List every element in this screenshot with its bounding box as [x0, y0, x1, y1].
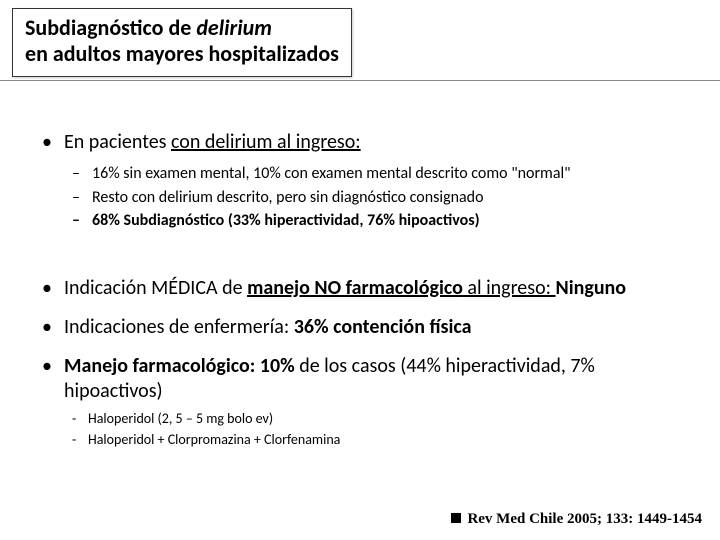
b4-sub-0: Haloperidol (2, 5 – 5 mg bolo ev)	[64, 410, 684, 429]
bullet-3: Indicaciones de enfermería: 36% contenci…	[36, 315, 684, 340]
bullet-1: En pacientes con delirium al ingreso: 16…	[36, 130, 684, 262]
title-underline	[0, 80, 720, 81]
b1-sublist: 16% sin examen mental, 10% con examen me…	[64, 163, 684, 232]
title-line-2: en adultos mayores hospitalizados	[25, 41, 339, 67]
bullet-4: Manejo farmacológico: 10% de los casos (…	[36, 354, 684, 450]
main-list: En pacientes con delirium al ingreso: 16…	[36, 130, 684, 450]
b3-text-b: 36% contención física	[294, 315, 472, 339]
title-part-b: delirium	[196, 14, 272, 41]
b2-text-a: Indicación MÉDICA de	[64, 276, 247, 300]
citation: Rev Med Chile 2005; 133: 1449-1454	[451, 511, 702, 528]
b2-text-b: manejo NO farmacológico	[247, 276, 463, 300]
b1-sub-0: 16% sin examen mental, 10% con examen me…	[64, 163, 684, 185]
b4-text-a: Manejo farmacológico: 10%	[64, 354, 299, 378]
bullet-2: Indicación MÉDICA de manejo NO farmacoló…	[36, 276, 684, 301]
title-part-a: Subdiagnóstico de	[25, 14, 196, 41]
title-box: Subdiagnóstico de delirium en adultos ma…	[12, 8, 352, 77]
b2-text-c: al ingreso:	[463, 276, 556, 300]
b1-sub-1: Resto con delirium descrito, pero sin di…	[64, 187, 684, 209]
b1-sub-2: 68% Subdiagnóstico (33% hiperactividad, …	[64, 210, 684, 232]
citation-square-icon	[451, 513, 461, 523]
content-area: En pacientes con delirium al ingreso: 16…	[36, 130, 684, 464]
b4-sub-1: Haloperidol + Clorpromazina + Clorfenami…	[64, 431, 684, 450]
b3-text-a: Indicaciones de enfermería:	[64, 315, 294, 339]
b4-sublist: Haloperidol (2, 5 – 5 mg bolo ev) Halope…	[64, 410, 684, 450]
spacer	[64, 234, 684, 262]
b2-text-d: Ninguno	[556, 276, 627, 300]
b1-text-b: con delirium al ingreso:	[171, 130, 361, 154]
title-line-1: Subdiagnóstico de delirium	[25, 15, 339, 41]
b1-text-a: En pacientes	[64, 130, 171, 154]
citation-text: Rev Med Chile 2005; 133: 1449-1454	[467, 511, 702, 527]
